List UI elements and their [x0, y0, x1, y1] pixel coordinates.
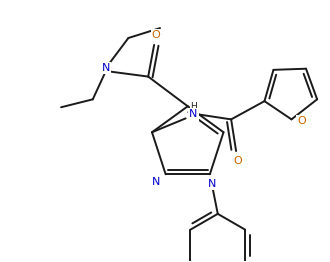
- Text: H: H: [190, 102, 197, 111]
- Text: O: O: [234, 156, 243, 166]
- Text: N: N: [101, 63, 110, 73]
- Text: N: N: [151, 177, 160, 187]
- Text: N: N: [189, 110, 198, 119]
- Text: N: N: [208, 179, 216, 189]
- Text: O: O: [297, 116, 306, 126]
- Text: O: O: [152, 30, 160, 40]
